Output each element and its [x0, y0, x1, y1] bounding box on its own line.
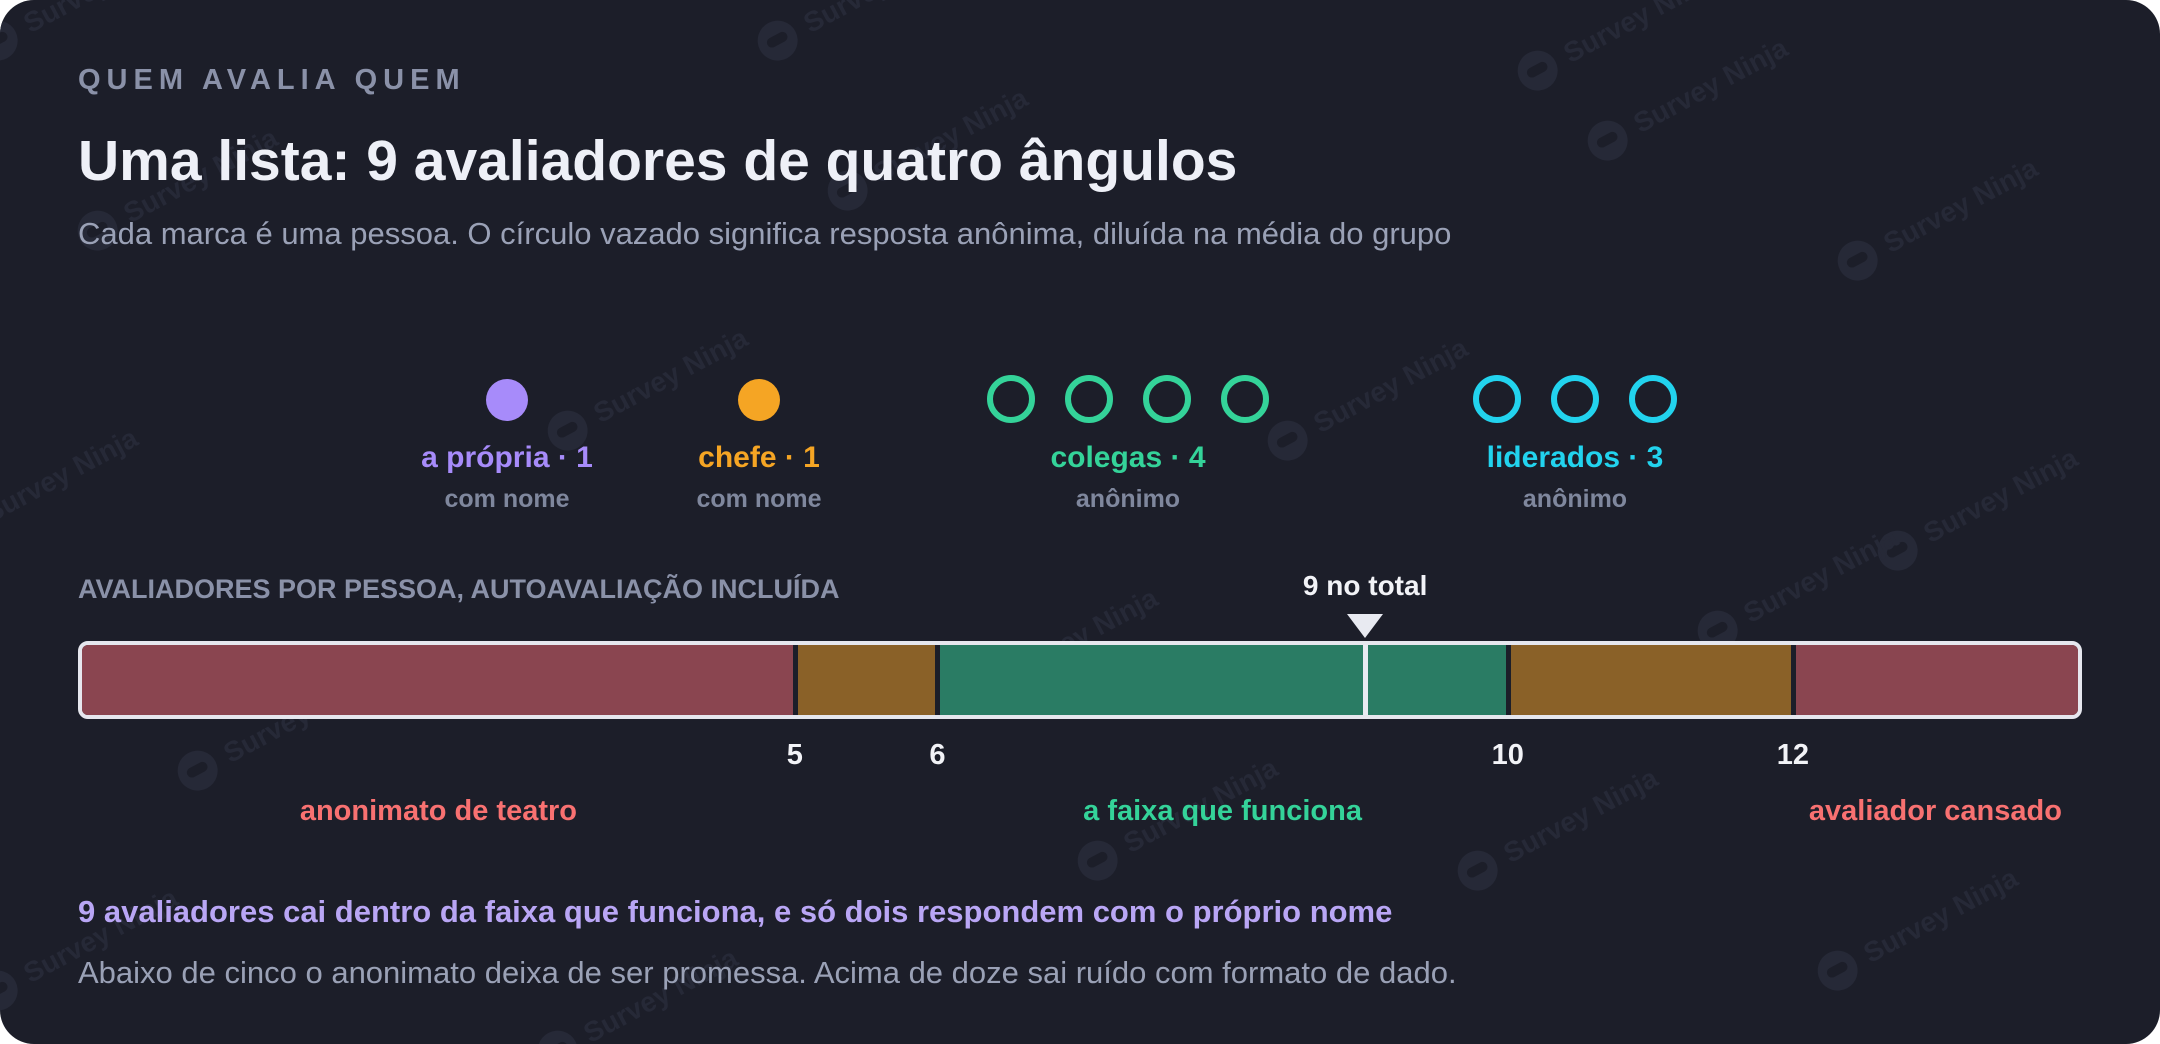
filled-circle-icon: [486, 379, 528, 421]
watermark-text: Survey Ninja: [1858, 861, 2023, 969]
tick-label: 6: [929, 739, 946, 771]
ninja-logo-icon: [0, 963, 25, 1018]
ninja-logo-icon: [1830, 233, 1885, 288]
tick-label: 10: [1491, 739, 1524, 771]
ninja-logo-icon: [1580, 113, 1635, 168]
hollow-circle-icon: [1473, 375, 1521, 423]
group-label: colegas · 4: [1050, 441, 1206, 474]
group-self: a própria · 1 com nome: [357, 375, 657, 514]
eyebrow: QUEM AVALIA QUEM: [78, 64, 466, 96]
scale-segment: [82, 645, 795, 715]
ninja-logo-icon: [750, 13, 805, 68]
watermark-text: Survey Ninja: [798, 0, 963, 40]
rater-count-scale: [78, 641, 2082, 719]
watermark-text: Survey Ninja: [0, 421, 143, 529]
scale-divider: [1790, 645, 1796, 715]
current-value-line: [1363, 645, 1369, 715]
group-reports: liderados · 3 anônimo: [1425, 375, 1725, 514]
hollow-circle-icon: [1629, 375, 1677, 423]
watermark: Survey Ninja: [1830, 148, 2045, 288]
group-marks: [357, 375, 657, 429]
scale-divider: [935, 645, 941, 715]
scale-segment: [794, 645, 938, 715]
zone-label: anonimato de teatro: [299, 795, 577, 827]
watermark-text: Survey Ninja: [1628, 31, 1793, 139]
group-boss: chefe · 1 com nome: [609, 375, 909, 514]
group-label: liderados · 3: [1486, 441, 1664, 474]
group-peers: colegas · 4 anônimo: [978, 375, 1278, 514]
ninja-logo-icon: [0, 13, 25, 68]
ninja-logo-icon: [1810, 943, 1865, 998]
ninja-logo-icon: [1510, 43, 1565, 98]
hollow-circle-icon: [1143, 375, 1191, 423]
watermark: Survey Ninja: [0, 0, 185, 68]
page-title: Uma lista: 9 avaliadores de quatro ângul…: [78, 129, 1238, 193]
watermark: Survey Ninja: [1690, 518, 1905, 658]
ninja-logo-icon: [1870, 523, 1925, 578]
group-sublabel: com nome: [696, 485, 822, 513]
current-value-label: 9 no total: [1302, 570, 1428, 601]
watermark: Survey Ninja: [0, 418, 145, 557]
hollow-circle-icon: [1065, 375, 1113, 423]
group-label: a própria · 1: [421, 441, 593, 474]
watermark-text: Survey Ninja: [1738, 521, 1903, 629]
tick-label: 5: [786, 739, 803, 771]
watermark: Survey Ninja: [1580, 28, 1795, 168]
group-marks: [978, 375, 1278, 429]
scale-divider: [792, 645, 798, 715]
watermark: Survey Ninja: [750, 0, 965, 68]
watermark: Survey Ninja: [1450, 758, 1665, 898]
ninja-logo-icon: [1450, 843, 1505, 898]
ninja-logo-icon: [170, 743, 225, 798]
conclusion: 9 avaliadores cai dentro da faixa que fu…: [78, 894, 1393, 929]
ninja-logo-icon: [530, 1023, 585, 1044]
watermark: Survey Ninja: [1810, 858, 2025, 998]
group-sublabel: com nome: [444, 485, 570, 513]
zone-label: a faixa que funciona: [1083, 795, 1362, 827]
watermark: Survey Ninja: [1870, 438, 2085, 578]
filled-circle-icon: [738, 379, 780, 421]
hollow-circle-icon: [987, 375, 1035, 423]
watermark-text: Survey Ninja: [1878, 151, 2043, 259]
page-subtitle: Cada marca é uma pessoa. O círculo vazad…: [78, 216, 1452, 251]
note: Abaixo de cinco o anonimato deixa de ser…: [78, 955, 1457, 990]
scale-segment: [937, 645, 1508, 715]
zone-label: avaliador cansado: [1808, 795, 2062, 827]
ninja-logo-icon: [1070, 833, 1125, 888]
watermark-text: Survey Ninja: [1498, 761, 1663, 869]
current-value-marker-icon: [1347, 614, 1384, 638]
hollow-circle-icon: [1551, 375, 1599, 423]
scale-segment: [1507, 645, 1793, 715]
scale-divider: [1505, 645, 1511, 715]
group-label: chefe · 1: [698, 441, 820, 474]
scale-label: AVALIADORES POR PESSOA, AUTOAVALIAÇÃO IN…: [78, 574, 840, 604]
group-sublabel: anônimo: [1075, 485, 1181, 513]
scale-segment: [1792, 645, 2078, 715]
group-marks: [609, 375, 909, 429]
group-sublabel: anônimo: [1522, 485, 1628, 513]
watermark-text: Survey Ninja: [1558, 0, 1723, 69]
group-marks: [1425, 375, 1725, 429]
hollow-circle-icon: [1221, 375, 1269, 423]
tick-label: 12: [1776, 739, 1809, 771]
watermark-text: Survey Ninja: [1918, 441, 2083, 549]
watermark: Survey Ninja: [1510, 0, 1725, 98]
watermark-text: Survey Ninja: [18, 0, 183, 40]
